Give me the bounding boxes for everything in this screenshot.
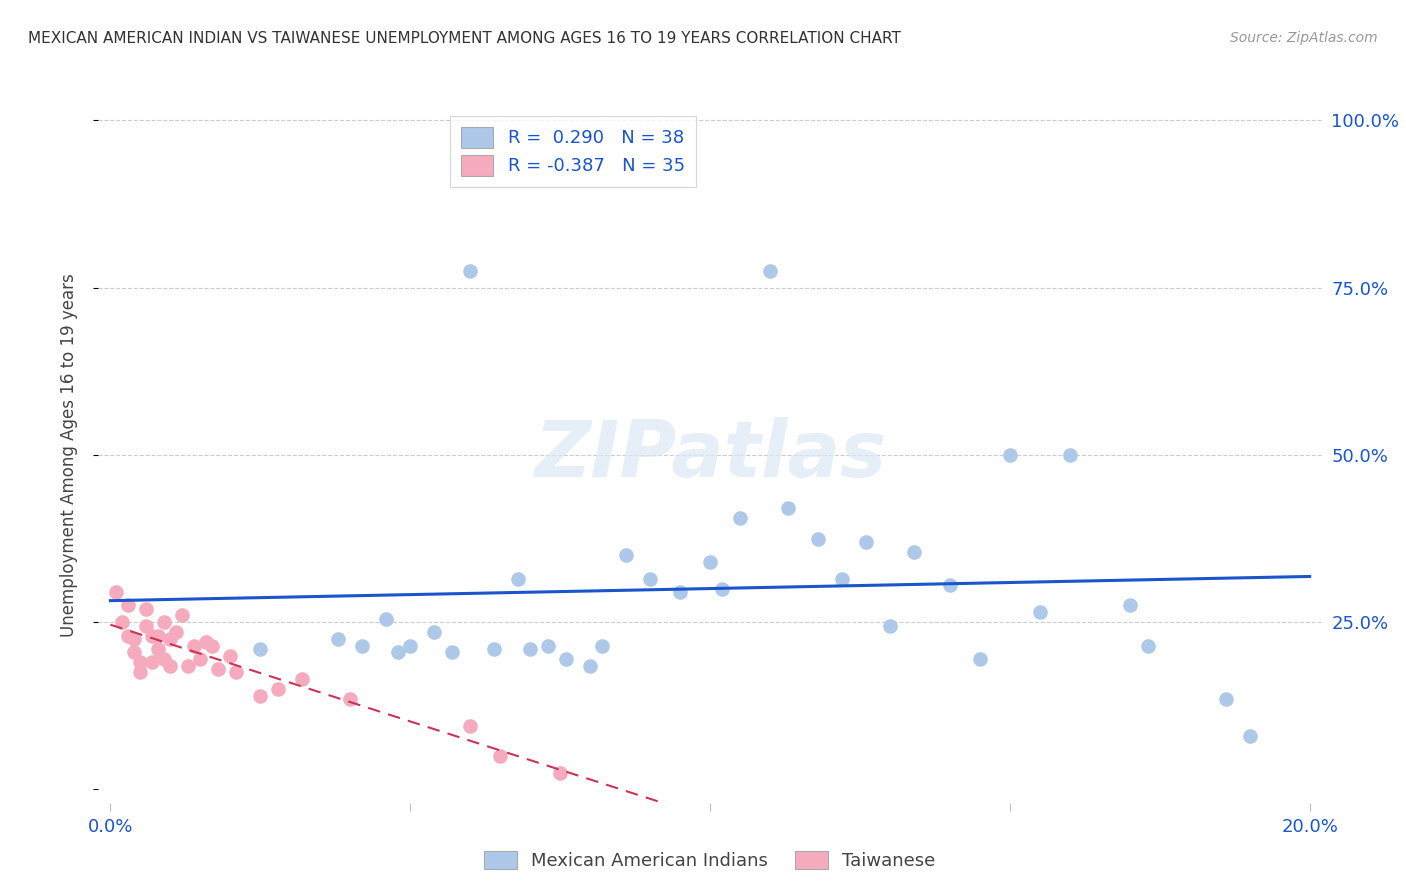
Point bbox=[711, 582, 734, 596]
Point bbox=[177, 658, 200, 673]
Point bbox=[458, 264, 481, 278]
Point bbox=[141, 628, 163, 642]
Text: ZIPatlas: ZIPatlas bbox=[534, 417, 886, 493]
Point bbox=[387, 645, 409, 659]
Point bbox=[219, 648, 242, 663]
Point bbox=[548, 765, 571, 780]
Text: Source: ZipAtlas.com: Source: ZipAtlas.com bbox=[1230, 31, 1378, 45]
Point bbox=[124, 632, 146, 646]
Point bbox=[135, 602, 157, 616]
Point bbox=[111, 615, 134, 630]
Y-axis label: Unemployment Among Ages 16 to 19 years: Unemployment Among Ages 16 to 19 years bbox=[59, 273, 77, 637]
Point bbox=[352, 639, 374, 653]
Point bbox=[129, 665, 152, 680]
Point bbox=[537, 639, 560, 653]
Point bbox=[159, 658, 181, 673]
Point bbox=[591, 639, 613, 653]
Point bbox=[188, 652, 211, 666]
Point bbox=[1119, 599, 1142, 613]
Point bbox=[1239, 729, 1261, 743]
Point bbox=[555, 652, 578, 666]
Point bbox=[339, 692, 361, 706]
Point bbox=[105, 585, 128, 599]
Point bbox=[879, 618, 901, 632]
Point bbox=[728, 511, 751, 525]
Point bbox=[159, 632, 181, 646]
Text: MEXICAN AMERICAN INDIAN VS TAIWANESE UNEMPLOYMENT AMONG AGES 16 TO 19 YEARS CORR: MEXICAN AMERICAN INDIAN VS TAIWANESE UNE… bbox=[28, 31, 901, 46]
Point bbox=[1029, 605, 1052, 619]
Point bbox=[441, 645, 464, 659]
Point bbox=[1059, 448, 1081, 462]
Point bbox=[183, 639, 205, 653]
Point bbox=[1215, 692, 1237, 706]
Point bbox=[855, 535, 877, 549]
Point bbox=[148, 642, 170, 657]
Point bbox=[399, 639, 422, 653]
Point bbox=[807, 532, 830, 546]
Point bbox=[129, 655, 152, 669]
Point bbox=[249, 642, 271, 657]
Point bbox=[225, 665, 247, 680]
Point bbox=[699, 555, 721, 569]
Point bbox=[117, 628, 139, 642]
Point bbox=[165, 625, 187, 640]
Point bbox=[249, 689, 271, 703]
Point bbox=[328, 632, 350, 646]
Point bbox=[153, 615, 176, 630]
Point bbox=[148, 628, 170, 642]
Point bbox=[482, 642, 505, 657]
Point bbox=[267, 681, 290, 696]
Point bbox=[939, 578, 962, 592]
Point bbox=[776, 501, 799, 516]
Point bbox=[195, 635, 218, 649]
Point bbox=[207, 662, 229, 676]
Point bbox=[969, 652, 991, 666]
Legend: Mexican American Indians, Taiwanese: Mexican American Indians, Taiwanese bbox=[477, 844, 943, 877]
Point bbox=[375, 612, 398, 626]
Point bbox=[998, 448, 1021, 462]
Point bbox=[759, 264, 782, 278]
Point bbox=[172, 608, 194, 623]
Point bbox=[117, 599, 139, 613]
Point bbox=[135, 618, 157, 632]
Point bbox=[458, 719, 481, 733]
Point bbox=[508, 572, 530, 586]
Point bbox=[519, 642, 541, 657]
Point bbox=[638, 572, 661, 586]
Point bbox=[831, 572, 853, 586]
Point bbox=[579, 658, 602, 673]
Point bbox=[489, 749, 512, 764]
Point bbox=[124, 645, 146, 659]
Point bbox=[903, 545, 925, 559]
Point bbox=[153, 652, 176, 666]
Point bbox=[291, 672, 314, 686]
Point bbox=[1136, 639, 1159, 653]
Point bbox=[201, 639, 224, 653]
Point bbox=[423, 625, 446, 640]
Point bbox=[614, 548, 637, 563]
Point bbox=[669, 585, 692, 599]
Point bbox=[141, 655, 163, 669]
